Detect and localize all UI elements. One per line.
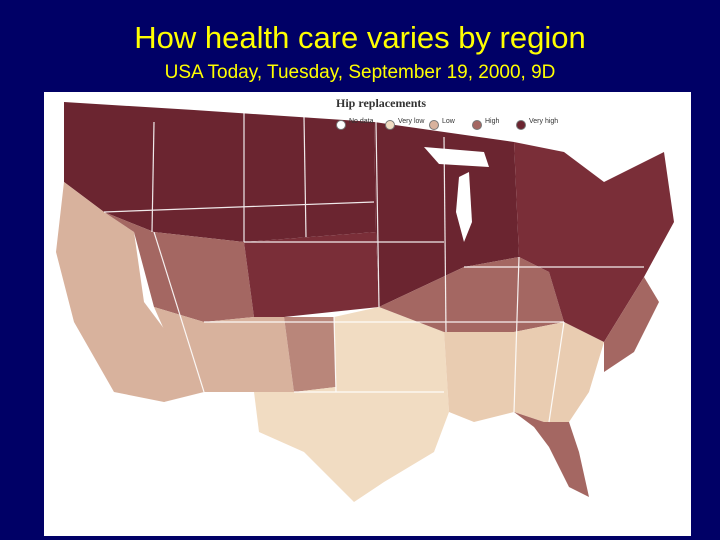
slide-title: How health care varies by region <box>134 20 586 55</box>
region-mid-atlantic <box>604 277 659 372</box>
state-borders <box>103 112 644 423</box>
region-northeast <box>514 142 674 342</box>
region-new-mexico <box>284 317 336 392</box>
lake-superior <box>424 147 489 167</box>
region-northwest <box>64 102 376 242</box>
slide-subtitle: USA Today, Tuesday, September 19, 2000, … <box>164 62 556 83</box>
us-choropleth-map <box>56 102 674 502</box>
region-west-coast <box>56 182 204 402</box>
legend-label-very-high: Very high <box>529 118 559 125</box>
region-texas <box>254 307 449 502</box>
legend-label-high: High <box>485 118 500 125</box>
legend-label-low: Low <box>442 118 455 125</box>
legend-title: Hip replacements <box>336 96 427 110</box>
legend-swatch-high <box>472 120 482 130</box>
lake-michigan <box>456 172 472 242</box>
region-central-rockies <box>244 232 379 317</box>
legend-label-very-low: Very low <box>398 118 425 125</box>
map-panel: Hip replacements No data Very low Low Hi… <box>44 92 691 536</box>
legend-swatch-very-low <box>385 120 395 130</box>
region-southeast <box>444 322 604 422</box>
legend-label-no-data: No data <box>349 118 374 125</box>
legend-swatch-low <box>429 120 439 130</box>
region-southwest <box>154 307 294 402</box>
region-great-basin <box>104 212 254 322</box>
legend-swatch-very-high <box>516 120 526 130</box>
region-upper-midwest <box>374 122 519 307</box>
legend-swatch-no-data <box>336 120 346 130</box>
region-florida <box>514 412 589 497</box>
